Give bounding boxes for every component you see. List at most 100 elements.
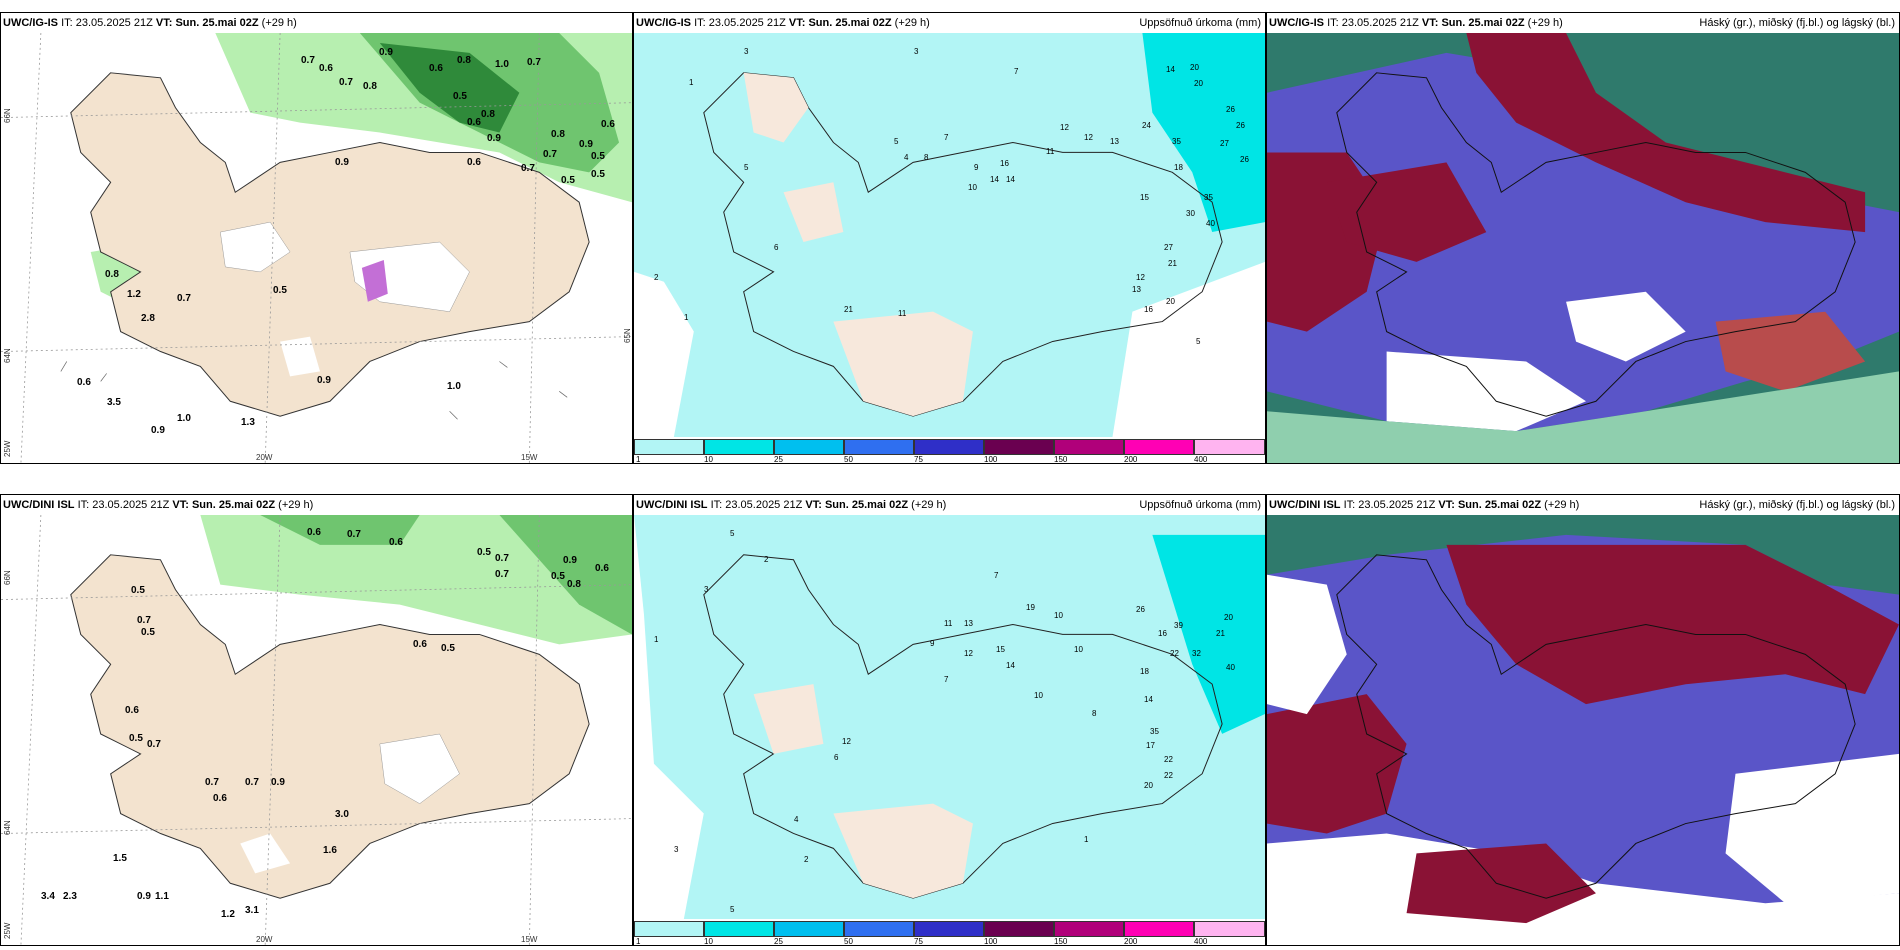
- it-value: 23.05.2025 21Z: [725, 499, 803, 511]
- panel-header: UWC/IG-IS IT: 23.05.2025 21Z VT: Sun. 25…: [634, 13, 1265, 33]
- colorbar-tick: 75: [914, 455, 923, 464]
- vt-label: VT:: [1421, 17, 1439, 29]
- colorbar-tick: 25: [774, 937, 783, 946]
- it-value: 23.05.2025 21Z: [92, 499, 170, 511]
- map-svg: [634, 33, 1265, 437]
- map-area: [1, 33, 632, 463]
- colorbar-tick: 50: [844, 937, 853, 946]
- map-svg: [1, 515, 632, 945]
- colorbar-tick: 150: [1054, 937, 1068, 946]
- colorbar-swatch: [1054, 439, 1124, 455]
- lat-label-25w: 25W: [3, 922, 12, 939]
- map-svg: [1267, 33, 1899, 463]
- model-name: UWC/IG-IS: [1269, 17, 1324, 29]
- model-name: UWC/IG-IS: [3, 17, 58, 29]
- lon-label-15w: 15W: [521, 935, 538, 944]
- colorbar: 1 10 25 50 75 100 150 200 400: [634, 919, 1265, 945]
- map-svg: [1267, 515, 1899, 945]
- colorbar: 1 10 25 50 75 100 150 200 400: [634, 437, 1265, 463]
- model-name: UWC/DINI ISL: [3, 499, 75, 511]
- lead-time: (+29 h): [1544, 499, 1580, 511]
- lead-time: (+29 h): [894, 17, 930, 29]
- colorbar-swatch: [1194, 921, 1265, 937]
- it-value: 23.05.2025 21Z: [708, 17, 786, 29]
- colorbar-swatch: [844, 921, 914, 937]
- lead-time: (+29 h): [261, 17, 297, 29]
- it-label: IT:: [1343, 499, 1356, 511]
- panel-header: UWC/DINI ISL IT: 23.05.2025 21Z VT: Sun.…: [1267, 495, 1899, 515]
- map-svg: [634, 515, 1265, 919]
- colorbar-swatch: [1054, 921, 1124, 937]
- panel-header: UWC/DINI ISL IT: 23.05.2025 21Z VT: Sun.…: [634, 495, 1265, 515]
- colorbar-swatch: [1124, 439, 1194, 455]
- vt-label: VT:: [1438, 499, 1455, 511]
- colorbar-tick: 25: [774, 455, 783, 464]
- colorbar-swatch: [914, 439, 984, 455]
- vt-label: VT:: [788, 17, 806, 29]
- lon-label-20w: 20W: [256, 453, 273, 462]
- colorbar-swatch: [1124, 921, 1194, 937]
- panel-header: UWC/IG-IS IT: 23.05.2025 21Z VT: Sun. 25…: [1, 13, 632, 33]
- panel-title: Uppsöfnuð úrkoma (mm): [1139, 499, 1261, 511]
- colorbar-swatch: [774, 921, 844, 937]
- wind-cloud-map-bottom: UWC/DINI ISL IT: 23.05.2025 21Z VT: Sun.…: [0, 494, 633, 946]
- colorbar-swatch: [844, 439, 914, 455]
- colorbar-swatch: [774, 439, 844, 455]
- colorbar-tick: 10: [704, 455, 713, 464]
- colorbar-tick: 50: [844, 455, 853, 464]
- map-area: [1267, 515, 1899, 945]
- it-value: 23.05.2025 21Z: [75, 17, 153, 29]
- lead-time: (+29 h): [1527, 17, 1563, 29]
- vt-value: Sun. 25.mai 02Z: [1457, 499, 1542, 511]
- panel-title: Háský (gr.), miðský (fj.bl.) og lágský (…: [1699, 499, 1895, 511]
- colorbar-swatch: [704, 439, 774, 455]
- vt-value: Sun. 25.mai 02Z: [1441, 17, 1525, 29]
- it-value: 23.05.2025 21Z: [1358, 499, 1436, 511]
- it-label: IT:: [694, 17, 706, 29]
- vt-value: Sun. 25.mai 02Z: [808, 17, 892, 29]
- wind-cloud-map-top: UWC/IG-IS IT: 23.05.2025 21Z VT: Sun. 25…: [0, 12, 633, 464]
- vt-label: VT:: [155, 17, 173, 29]
- colorbar-tick: 1: [636, 455, 641, 464]
- lat-label-66: 66N: [3, 108, 12, 123]
- lat-label-64: 64N: [3, 820, 12, 835]
- model-name: UWC/IG-IS: [636, 17, 691, 29]
- colorbar-tick: 75: [914, 937, 923, 946]
- it-label: IT:: [77, 499, 90, 511]
- lead-time: (+29 h): [278, 499, 314, 511]
- colorbar-swatch: [984, 439, 1054, 455]
- colorbar-tick: 400: [1194, 937, 1208, 946]
- colorbar-tick: 100: [984, 937, 998, 946]
- iceland-outline: [703, 554, 1223, 899]
- lat-label-65: 65N: [623, 328, 632, 343]
- it-label: IT:: [710, 499, 723, 511]
- precip-map-top: UWC/IG-IS IT: 23.05.2025 21Z VT: Sun. 25…: [633, 12, 1266, 464]
- lat-label-64: 64N: [3, 348, 12, 363]
- map-area: [634, 33, 1265, 437]
- map-area: [1, 515, 632, 945]
- vt-label: VT:: [172, 499, 189, 511]
- lat-label-25w: 25W: [3, 440, 12, 457]
- iceland-land: [70, 554, 590, 899]
- colorbar-tick: 1: [636, 937, 641, 946]
- vt-value: Sun. 25.mai 02Z: [175, 17, 259, 29]
- panel-title: Uppsöfnuð úrkoma (mm): [1139, 17, 1261, 29]
- lead-time: (+29 h): [911, 499, 947, 511]
- lon-label-15w: 15W: [521, 453, 538, 462]
- colorbar-tick: 200: [1124, 937, 1138, 946]
- cloud-cover-map-top: UWC/IG-IS IT: 23.05.2025 21Z VT: Sun. 25…: [1266, 12, 1900, 464]
- it-label: IT:: [61, 17, 73, 29]
- map-area: [1267, 33, 1899, 463]
- colorbar-tick: 200: [1124, 455, 1138, 464]
- colorbar-swatch: [1194, 439, 1265, 455]
- colorbar-tick: 100: [984, 455, 998, 464]
- lon-label-20w: 20W: [256, 935, 273, 944]
- panel-header: UWC/DINI ISL IT: 23.05.2025 21Z VT: Sun.…: [1, 495, 632, 515]
- iceland-land: [70, 72, 590, 417]
- it-value: 23.05.2025 21Z: [1341, 17, 1419, 29]
- colorbar-swatch: [704, 921, 774, 937]
- colorbar-swatch: [634, 921, 704, 937]
- colorbar-tick: 150: [1054, 455, 1068, 464]
- map-svg: [1, 33, 632, 463]
- map-area: [634, 515, 1265, 919]
